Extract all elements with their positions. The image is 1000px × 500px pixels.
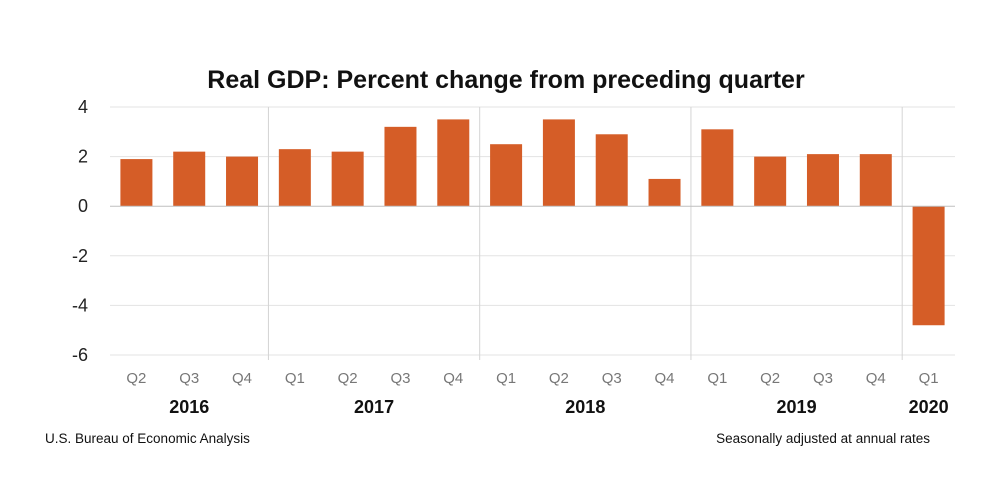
bar — [806, 154, 839, 207]
quarter-label: Q4 — [655, 370, 675, 387]
bar — [490, 144, 523, 207]
y-tick-label: -6 — [72, 345, 88, 365]
quarter-label: Q3 — [179, 370, 199, 387]
y-tick-label: 4 — [78, 97, 88, 117]
year-label: 2020 — [909, 397, 949, 417]
bar — [859, 154, 892, 207]
bar — [701, 129, 734, 207]
bar — [437, 119, 470, 207]
quarter-label: Q1 — [707, 370, 727, 387]
bar — [542, 119, 575, 207]
year-label: 2016 — [169, 397, 209, 417]
source-note: U.S. Bureau of Economic Analysis — [45, 431, 250, 446]
quarter-labels: Q2 Q3 Q4 Q1 Q2 Q3 Q4 Q1 Q2 Q3 Q4 Q1 Q2 Q3 Q4 Q1 — [126, 370, 938, 387]
bar — [384, 126, 417, 207]
year-label: 2019 — [777, 397, 817, 417]
quarter-label: Q2 — [126, 370, 146, 387]
quarter-label: Q4 — [866, 370, 886, 387]
bar — [278, 149, 311, 207]
bar — [173, 151, 206, 207]
quarter-label: Q2 — [338, 370, 358, 387]
bar — [331, 151, 364, 207]
quarter-label: Q3 — [602, 370, 622, 387]
quarter-label: Q3 — [813, 370, 833, 387]
y-tick-label: 2 — [78, 147, 88, 167]
quarter-label: Q2 — [549, 370, 569, 387]
year-labels: 2016 2017 2018 2019 2020 — [169, 397, 948, 417]
quarter-label: Q3 — [390, 370, 410, 387]
y-tick-label: -2 — [72, 246, 88, 266]
y-tick-label: 0 — [78, 196, 88, 216]
gridlines — [110, 106, 955, 356]
quarter-label: Q1 — [285, 370, 305, 387]
seasonal-note: Seasonally adjusted at annual rates — [716, 431, 930, 446]
quarter-label: Q1 — [919, 370, 939, 387]
bar — [912, 206, 945, 326]
quarter-label: Q4 — [232, 370, 252, 387]
bar — [120, 159, 153, 207]
quarter-label: Q1 — [496, 370, 516, 387]
year-label: 2017 — [354, 397, 394, 417]
quarter-label: Q2 — [760, 370, 780, 387]
chart-title: Real GDP: Percent change from preceding … — [207, 66, 805, 94]
quarter-label: Q4 — [443, 370, 463, 387]
bar — [754, 156, 787, 207]
bar — [648, 178, 681, 207]
bar — [226, 156, 259, 207]
bars — [120, 119, 945, 326]
y-tick-label: -4 — [72, 295, 88, 315]
year-label: 2018 — [565, 397, 605, 417]
bar — [595, 134, 628, 207]
year-dividers — [267, 107, 903, 360]
y-axis-ticks: 4 2 0 -2 -4 -6 — [72, 97, 88, 365]
